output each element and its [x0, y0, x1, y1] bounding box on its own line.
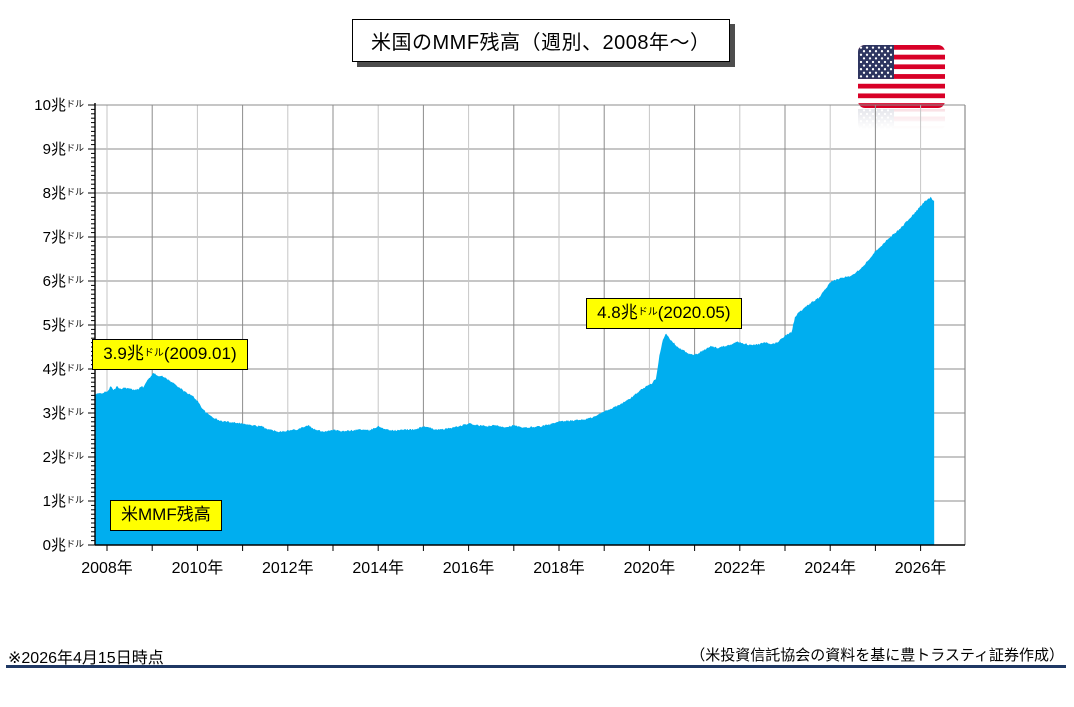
x-tick-label: 2022年 [714, 559, 766, 577]
chart-title-text: 米国のMMF残高（週別、2008年～） [371, 32, 711, 54]
footnote-date: ※2026年4月15日時点 [8, 650, 164, 667]
x-tick-label: 2010年 [172, 559, 224, 577]
x-tick-label: 2012年 [262, 559, 314, 577]
y-tick-label: 2兆ドル [43, 449, 84, 466]
x-tick-label: 2008年 [81, 559, 133, 577]
chart-title: 米国のMMF残高（週別、2008年～） [352, 19, 730, 62]
us-flag-graphic [858, 45, 945, 108]
annotation-peak-2009: 3.9兆ドル(2009.01) [92, 339, 248, 371]
series-label-text: 米MMF残高 [121, 505, 211, 524]
x-tick-label: 2016年 [443, 559, 495, 577]
x-tick-label: 2024年 [804, 559, 856, 577]
y-tick-label: 5兆ドル [43, 317, 84, 334]
x-tick-label: 2026年 [895, 559, 947, 577]
chart-plot: 0兆ドル 1兆ドル 2兆ドル 3兆ドル 4兆ドル 5兆ドル 6兆ドル 7兆ドル 8兆ドル 9兆ドル… [34, 97, 966, 577]
y-tick-label: 3兆ドル [43, 405, 84, 422]
us-flag-reflection [858, 109, 945, 131]
y-tick-label: 9兆ドル [43, 141, 84, 158]
x-tick-label: 2014年 [352, 559, 404, 577]
y-tick-label: 8兆ドル [43, 185, 84, 202]
annotation-peak-2020: 4.8兆ドル(2020.05) [586, 297, 742, 329]
y-tick-label: 6兆ドル [43, 273, 84, 290]
source-credit: （米投資信託協会の資料を基に豊トラスティ証券作成） [690, 647, 1064, 664]
x-tick-label: 2018年 [533, 559, 585, 577]
annotation-value: 3.9兆 [103, 344, 144, 364]
y-tick-label: 0兆ドル [43, 537, 84, 554]
us-flag-image [858, 45, 945, 108]
annotation-unit: ドル [143, 348, 164, 360]
mmf-area-series [95, 196, 935, 545]
y-tick-label: 7兆ドル [43, 229, 84, 246]
footer-divider [6, 665, 1066, 668]
y-tick-label: 10兆ドル [34, 97, 84, 114]
x-tick-label: 2020年 [624, 559, 676, 577]
annotation-date: (2009.01) [163, 344, 237, 364]
series-label: 米MMF残高 [110, 500, 222, 532]
y-tick-label: 1兆ドル [43, 493, 84, 510]
annotation-date: (2020.05) [657, 302, 731, 322]
us-flag-icon [858, 45, 945, 133]
annotation-unit: ドル [637, 306, 658, 318]
y-tick-label: 4兆ドル [43, 361, 84, 378]
annotation-value: 4.8兆 [597, 302, 638, 322]
